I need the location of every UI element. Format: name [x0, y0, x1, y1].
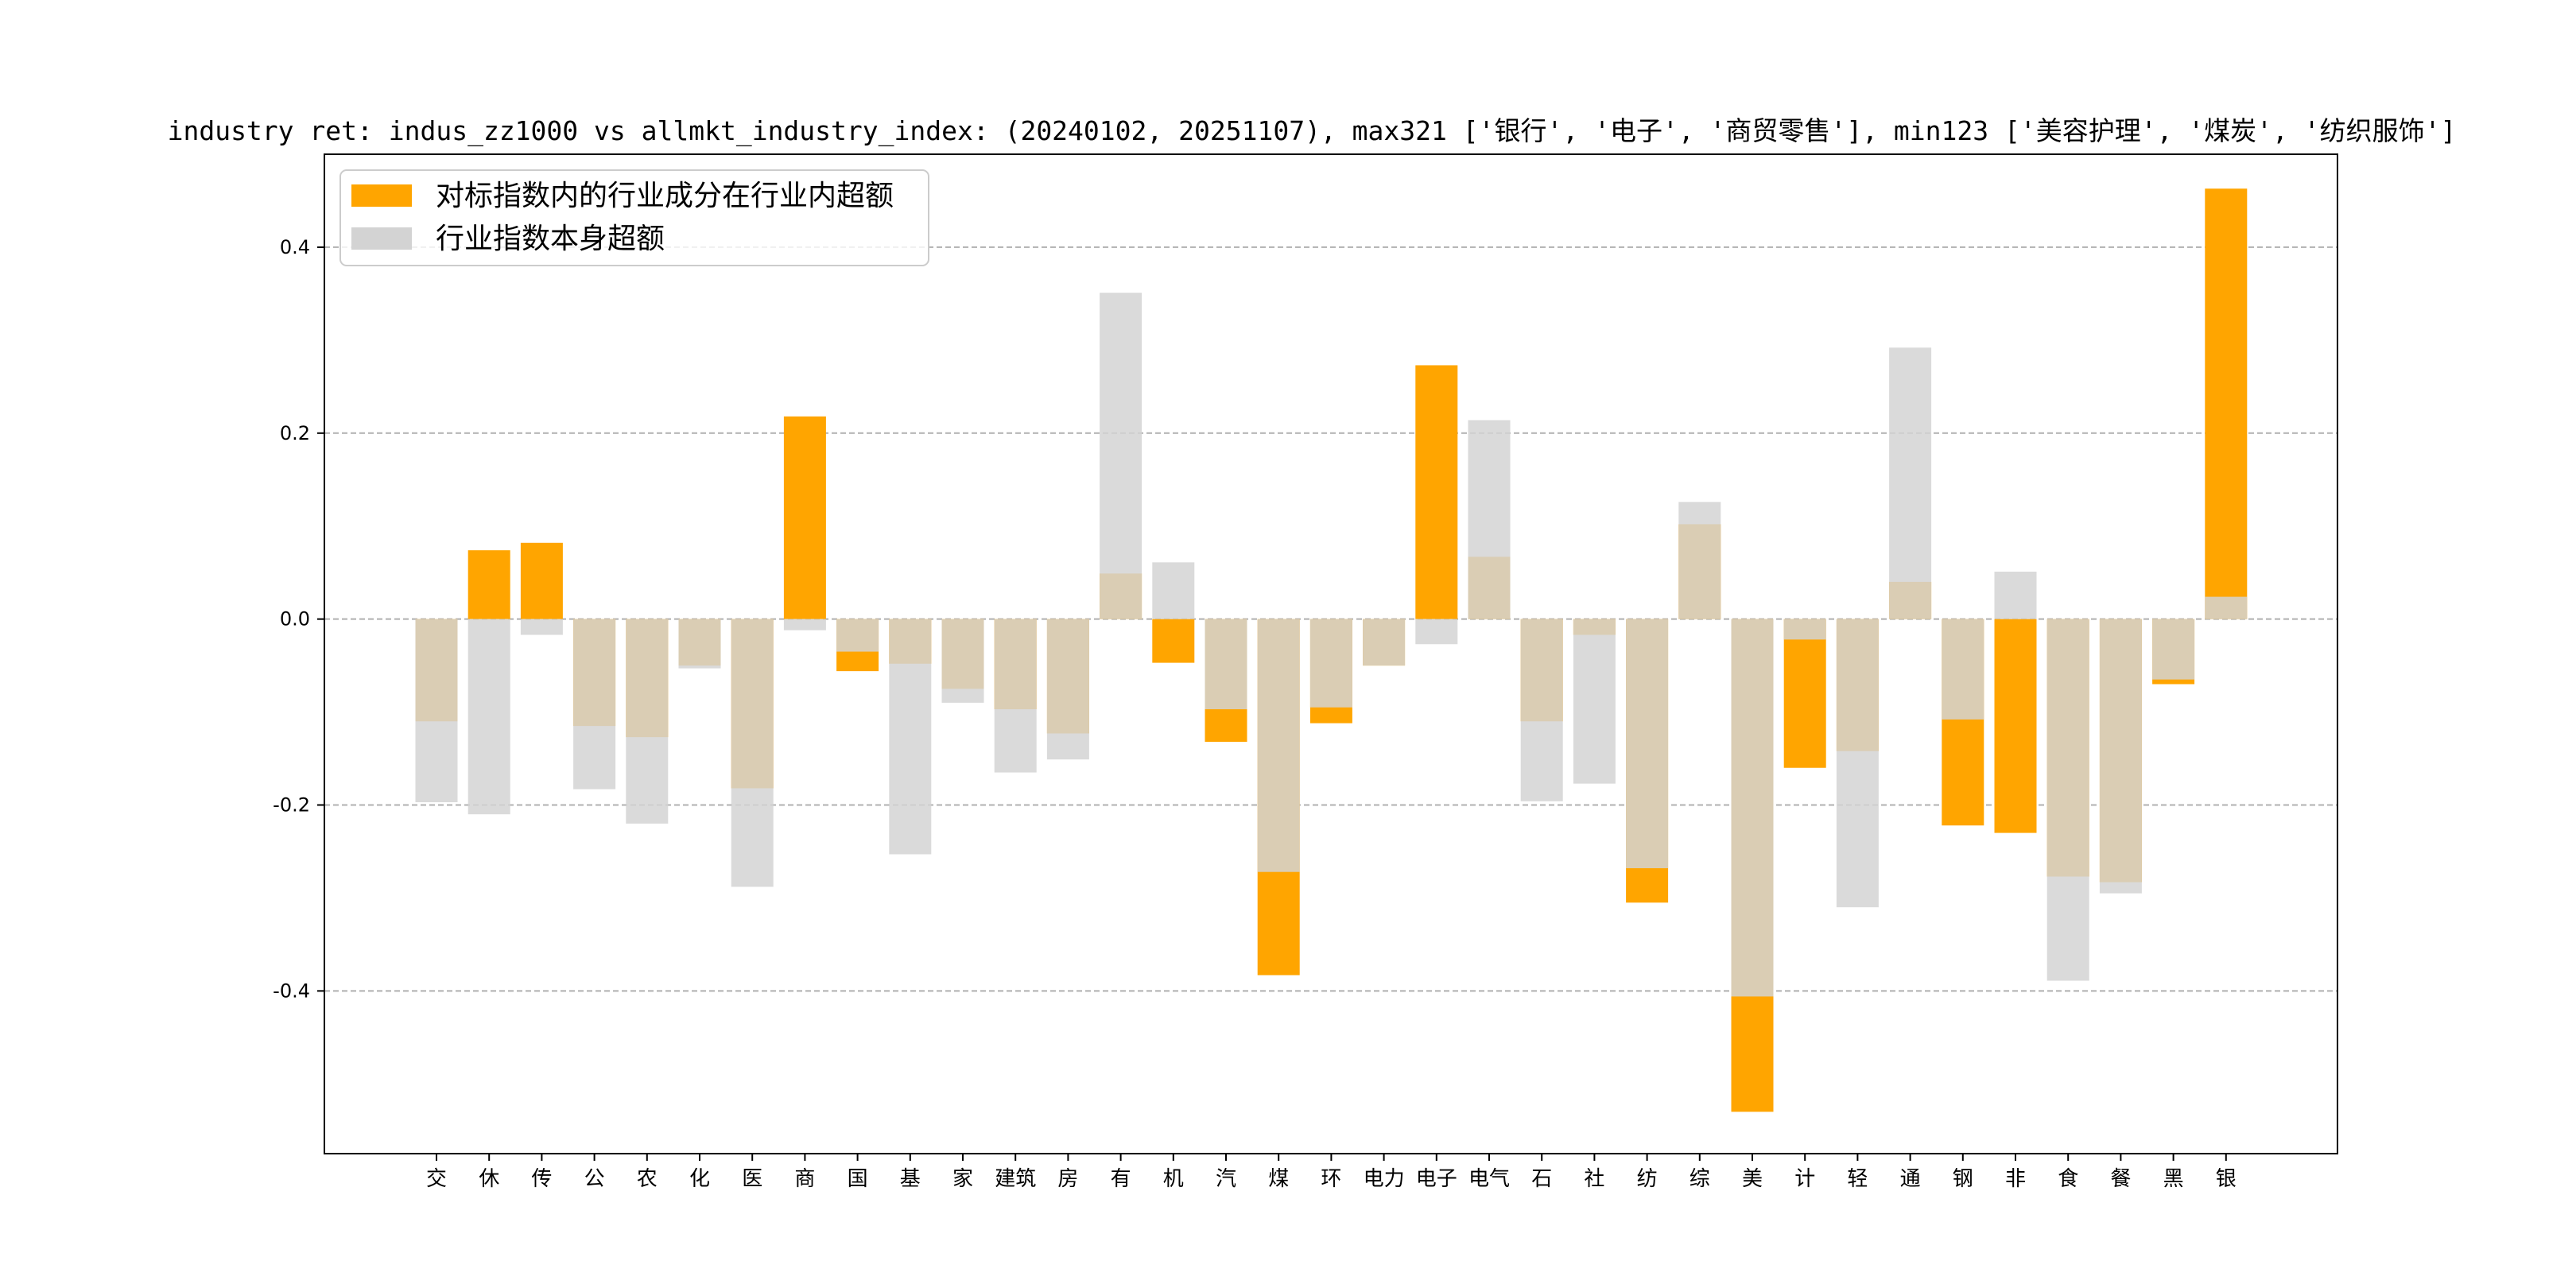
legend-box: [339, 169, 929, 266]
x-tick-label: 银: [2216, 1167, 2237, 1191]
bar-industry-index-excess: [783, 619, 826, 630]
chart-title: industry ret: indus_zz1000 vs allmkt_ind…: [168, 115, 2457, 147]
bar-component-excess: [467, 550, 510, 619]
bar-industry-index-excess: [467, 619, 510, 815]
axes: -0.4 -0.2 0.0 0.2 0.4 交 休 传 公 农 化 医 商 国 基 家建筑房 有 机 汽 煤 环电力 电子…: [273, 153, 2338, 1191]
bar-industry-index-excess: [1309, 619, 1352, 708]
x-tick-label: 建筑: [995, 1167, 1036, 1191]
bar-industry-index-excess: [626, 619, 669, 824]
bar-industry-index-excess: [1942, 619, 1984, 720]
bar-industry-index-excess: [1100, 293, 1143, 619]
x-tick-label: 钢: [1953, 1167, 1973, 1191]
bar-industry-index-excess: [573, 619, 616, 789]
bar-component-excess: [783, 416, 826, 619]
bar-component-excess: [1994, 619, 2037, 833]
y-tick-label: -0.2: [273, 794, 310, 817]
legend-swatch: [351, 184, 412, 207]
bar-industry-index-excess: [1468, 420, 1511, 619]
bar-industry-index-excess: [1678, 502, 1721, 619]
x-tick-label: 商: [794, 1167, 815, 1191]
bar-industry-index-excess: [1573, 619, 1616, 784]
x-tick-label: 社: [1584, 1167, 1604, 1191]
bar-industry-index-excess: [2205, 596, 2248, 619]
bar-industry-index-excess: [415, 619, 458, 803]
bar-industry-index-excess: [836, 619, 879, 652]
x-tick-label: 家: [952, 1167, 973, 1191]
legend-label: 对标指数内的行业成分在行业内超额: [436, 180, 894, 212]
x-tick-label: 煤: [1268, 1167, 1289, 1191]
bar-industry-index-excess: [2099, 619, 2142, 894]
bar-industry-index-excess: [1152, 562, 1195, 619]
bar-component-excess: [1152, 619, 1195, 663]
bar-industry-index-excess: [731, 619, 774, 887]
x-tick-label: 国: [848, 1167, 868, 1191]
x-tick-label: 有: [1111, 1167, 1131, 1191]
x-tick-label: 机: [1163, 1167, 1184, 1191]
bar-industry-index-excess: [1205, 619, 1247, 710]
bar-component-excess: [520, 542, 563, 619]
x-tick-label: 综: [1690, 1167, 1710, 1191]
x-tick-label: 农: [637, 1167, 658, 1191]
bar-industry-index-excess: [1994, 572, 2037, 619]
bar-industry-index-excess: [1046, 619, 1089, 760]
x-tick-label: 基: [900, 1167, 921, 1191]
x-tick-label: 轻: [1847, 1167, 1868, 1191]
legend-label: 行业指数本身超额: [436, 223, 665, 255]
bar-industry-index-excess: [520, 619, 563, 635]
legend-swatch: [351, 227, 412, 250]
x-tick-label: 交: [426, 1167, 447, 1191]
x-tick-label: 化: [689, 1167, 710, 1191]
x-tick-label: 环: [1321, 1167, 1341, 1191]
y-tick-label: -0.4: [273, 980, 310, 1002]
x-tick-label: 房: [1057, 1167, 1078, 1191]
x-tick-label: 食: [2058, 1167, 2078, 1191]
x-tick-label: 黑: [2163, 1167, 2184, 1191]
x-tick-label: 石: [1531, 1167, 1552, 1191]
bar-industry-index-excess: [678, 619, 721, 669]
bar-industry-index-excess: [1626, 619, 1669, 869]
bar-industry-index-excess: [1836, 619, 1879, 908]
bar-industry-index-excess: [2152, 619, 2195, 680]
x-tick-label: 计: [1794, 1167, 1815, 1191]
bar-industry-index-excess: [1783, 619, 1826, 640]
x-tick-label: 非: [2005, 1167, 2026, 1191]
bar-industry-index-excess: [2046, 619, 2089, 981]
y-tick-label: 0.0: [280, 608, 310, 630]
x-tick-label: 餐: [2110, 1167, 2131, 1191]
bar-industry-index-excess: [1520, 619, 1563, 801]
bar-industry-index-excess: [1415, 619, 1458, 645]
x-tick-label: 通: [1900, 1167, 1921, 1191]
bars: [415, 188, 2248, 1112]
bar-industry-index-excess: [1889, 347, 1932, 619]
x-tick-label: 美: [1742, 1167, 1763, 1191]
x-tick-label: 电子: [1416, 1167, 1457, 1191]
bar-industry-index-excess: [941, 619, 984, 703]
x-tick-label: 医: [742, 1167, 762, 1191]
x-tick-label: 纺: [1637, 1167, 1658, 1191]
bar-industry-index-excess: [889, 619, 932, 855]
bar-component-excess: [2205, 188, 2248, 619]
x-tick-label: 电气: [1468, 1167, 1510, 1191]
x-tick-label: 休: [479, 1167, 499, 1191]
bar-industry-index-excess: [994, 619, 1037, 773]
bar-component-excess: [1783, 619, 1826, 768]
bar-component-excess: [1415, 365, 1458, 619]
bar-industry-index-excess: [1363, 619, 1406, 666]
x-tick-label: 电力: [1364, 1167, 1405, 1191]
y-tick-label: 0.4: [280, 236, 310, 258]
bar-industry-index-excess: [1731, 619, 1774, 997]
y-tick-label: 0.2: [280, 422, 310, 444]
x-tick-label: 公: [584, 1167, 605, 1191]
x-tick-label: 传: [531, 1167, 552, 1191]
x-tick-label: 汽: [1216, 1167, 1236, 1191]
bar-industry-index-excess: [1257, 619, 1300, 872]
